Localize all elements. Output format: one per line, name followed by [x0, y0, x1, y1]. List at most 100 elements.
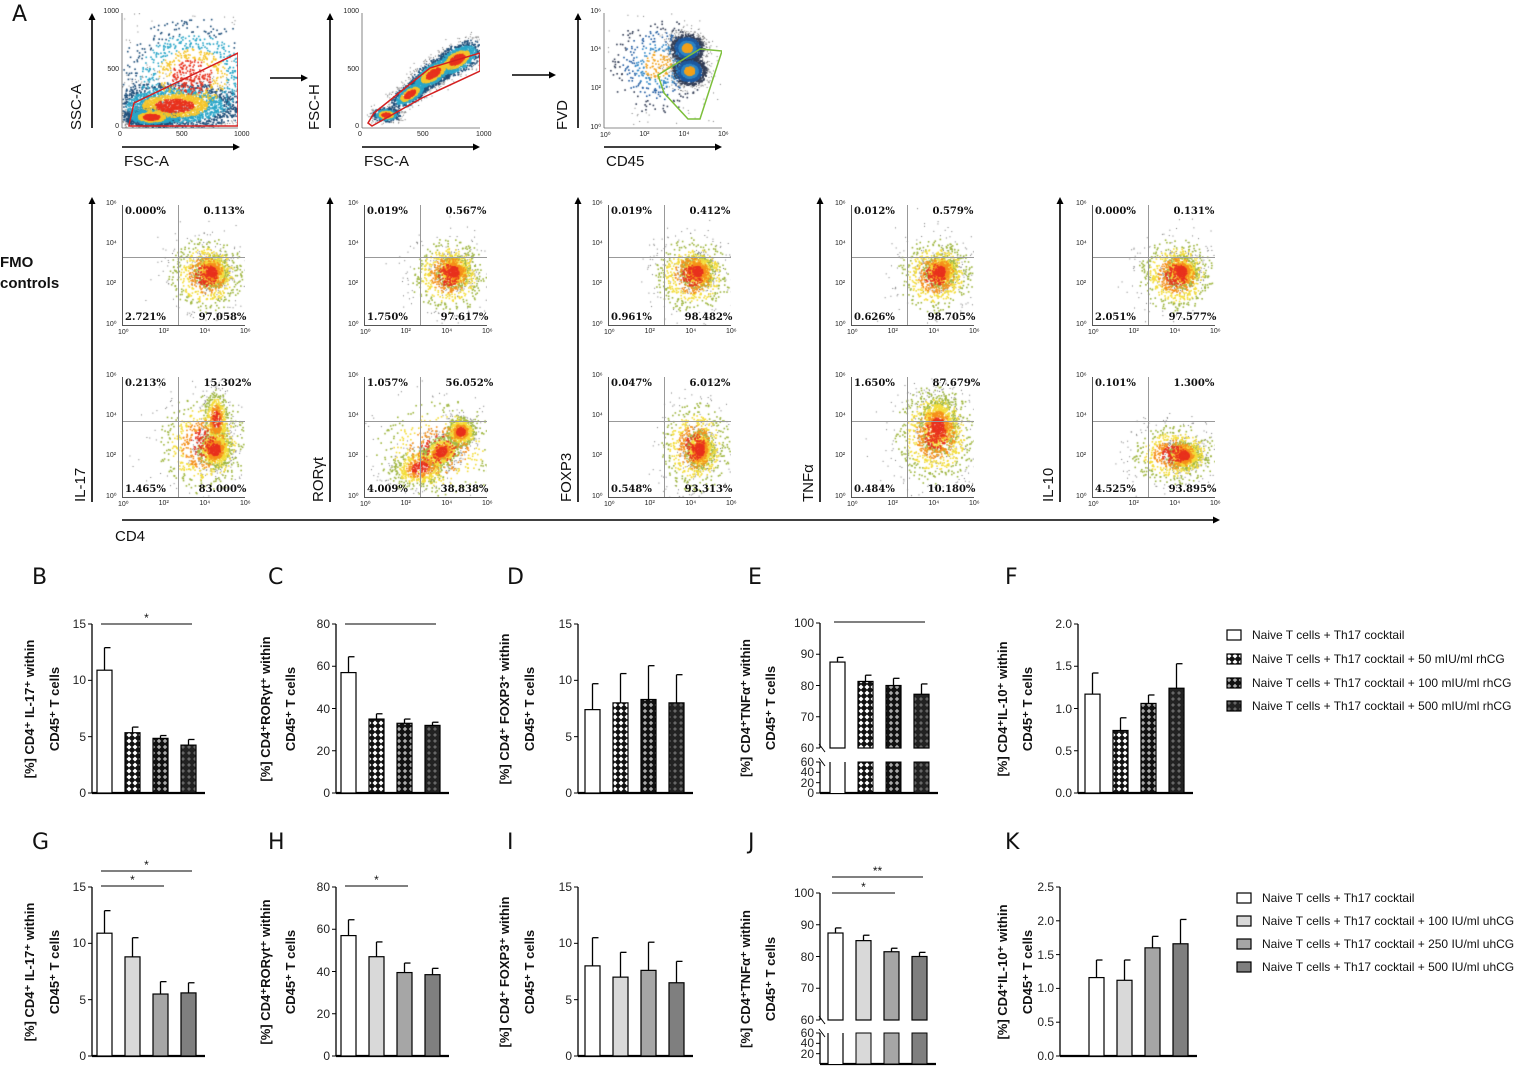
gating-xlabel: FSC-A	[124, 153, 169, 170]
bar	[340, 671, 357, 794]
bar-lower-segment	[883, 1032, 900, 1065]
scatter-density-canvas	[609, 205, 731, 325]
y-tick-label: 10	[72, 936, 86, 951]
y-tick-label: 60	[800, 755, 814, 769]
quadrant-percentage: 0.579%	[932, 206, 974, 217]
quadrant-line-horizontal	[852, 256, 974, 258]
scatter-density-canvas	[1093, 377, 1215, 497]
y-tick-label: 10	[558, 936, 572, 951]
y-tick: 10²	[1076, 452, 1087, 459]
y-tick-label: 40	[316, 964, 330, 979]
y-tick: 10⁰	[106, 493, 117, 500]
quadrant-line-vertical	[906, 205, 908, 325]
y-axis-label: CD45⁺ T cells	[763, 665, 778, 751]
y-tick: 10⁰	[590, 124, 601, 131]
y-tick-label: 20	[316, 1006, 330, 1021]
x-tick: 10⁰	[604, 329, 615, 336]
y-axis-label: CD45⁺ T cells	[1020, 666, 1035, 751]
quadrant-line-vertical	[177, 377, 179, 497]
y-tick-label: 1.0	[1037, 981, 1054, 996]
y-axis-label: [%] CD4⁺TNFα⁺ within	[738, 909, 753, 1048]
bar	[180, 992, 197, 1057]
y-tick-label: 20	[316, 743, 330, 758]
y-tick-label: 5	[79, 992, 86, 1007]
quadrant-line-vertical	[663, 377, 665, 497]
gating-xlabel: CD45	[606, 153, 645, 170]
quadrant-percentage: 97.577%	[1168, 312, 1217, 323]
quadrant-plot-tnfα-fmo: 0.012% 0.579% 0.626% 98.705%	[851, 205, 975, 326]
x-tick: 10⁶	[969, 328, 980, 335]
quadrant-percentage: 0.484%	[854, 484, 895, 495]
bar	[152, 737, 169, 794]
x-tick: 10⁶	[240, 328, 251, 335]
y-tick-label: 5	[565, 992, 572, 1007]
x-tick: 10⁰	[118, 501, 129, 508]
y-tick-label: 2.0	[1037, 913, 1054, 928]
y-axis-label: CD45⁺ T cells	[522, 929, 537, 1014]
y-tick-label: 60	[316, 922, 330, 937]
y-tick-label: 40	[800, 1036, 814, 1051]
bar	[1144, 947, 1161, 1057]
bar-lower-segment	[828, 1033, 843, 1064]
x-tick: 10⁶	[726, 328, 737, 335]
legend-label: Naive T cells + Th17 cocktail	[1252, 628, 1405, 642]
legend-label: Naive T cells + Th17 cocktail + 100 IU/m…	[1262, 914, 1515, 928]
legend-item: Naive T cells + Th17 cocktail + 100 IU/m…	[1236, 914, 1514, 928]
x-axis-arrow-head	[715, 143, 722, 151]
quadrant-percentage: 10.180%	[927, 484, 976, 495]
y-tick: 0	[115, 123, 119, 130]
y-tick: 10²	[348, 280, 359, 287]
quadrant-plot-il-10-fmo: 0.000% 0.131% 2.051% 97.577%	[1092, 205, 1217, 326]
legend-item: Naive T cells + Th17 cocktail + 250 IU/m…	[1236, 937, 1514, 951]
x-tick: 10²	[158, 500, 169, 507]
legend-label: Naive T cells + Th17 cocktail + 250 IU/m…	[1262, 937, 1515, 951]
quadrant-percentage: 97.058%	[198, 312, 247, 323]
y-tick: 10⁴	[592, 240, 603, 247]
y-tick-label: 0	[79, 1049, 86, 1063]
bar	[396, 971, 413, 1057]
x-tick: 500	[417, 131, 429, 138]
legend-item: Naive T cells + Th17 cocktail	[1236, 891, 1414, 905]
bar	[396, 722, 413, 794]
legend-swatch	[1236, 892, 1252, 904]
y-axis-arrow-head	[326, 197, 334, 204]
scatter-density-canvas	[852, 205, 974, 325]
panel-letter-a: A	[12, 2, 28, 27]
bar	[1140, 702, 1157, 794]
panel-letter: G	[32, 830, 50, 855]
quadrant-plot-il-10-stained: 0.101% 1.300% 4.525% 93.895%	[1092, 377, 1216, 498]
quadrant-plot-il-17-fmo: 0.000% 0.113% 2.721% 97.058%	[122, 205, 247, 326]
legend-swatch	[1236, 961, 1252, 973]
x-tick: 10⁰	[360, 329, 371, 336]
y-tick: 10⁴	[106, 240, 117, 247]
y-tick: 10⁴	[592, 412, 603, 419]
y-tick: 10⁰	[1076, 321, 1087, 328]
y-tick: 10⁶	[1076, 200, 1087, 207]
legend-swatch-rect	[1236, 915, 1252, 927]
bar	[368, 956, 385, 1057]
quadrant-percentage: 2.051%	[1095, 312, 1136, 323]
bar	[913, 693, 930, 749]
chart-h	[332, 885, 449, 1058]
x-tick: 10⁰	[600, 132, 611, 139]
bar	[124, 956, 141, 1057]
x-tick: 10²	[887, 500, 898, 507]
quadrant-percentage: 0.019%	[367, 206, 408, 217]
significance-label: *	[144, 858, 149, 872]
x-tick: 10²	[1128, 328, 1139, 335]
y-tick-label: 5	[565, 729, 572, 744]
quadrant-percentage: 0.000%	[1095, 206, 1136, 217]
y-tick: 10⁴	[835, 240, 846, 247]
y-tick-label: 15	[558, 880, 572, 894]
bar	[829, 661, 846, 749]
y-tick: 10⁴	[106, 412, 117, 419]
y-tick-label: 0.5	[1037, 1015, 1054, 1030]
y-tick-label: 15	[558, 617, 572, 631]
bar	[640, 698, 657, 794]
legend-item: Naive T cells + Th17 cocktail + 100 mIU/…	[1226, 676, 1511, 690]
y-tick: 10²	[106, 452, 117, 459]
y-tick: 10²	[348, 452, 359, 459]
quadrant-percentage: 1.300%	[1173, 378, 1215, 389]
x-tick: 10⁴	[199, 500, 211, 507]
bar	[424, 724, 441, 794]
